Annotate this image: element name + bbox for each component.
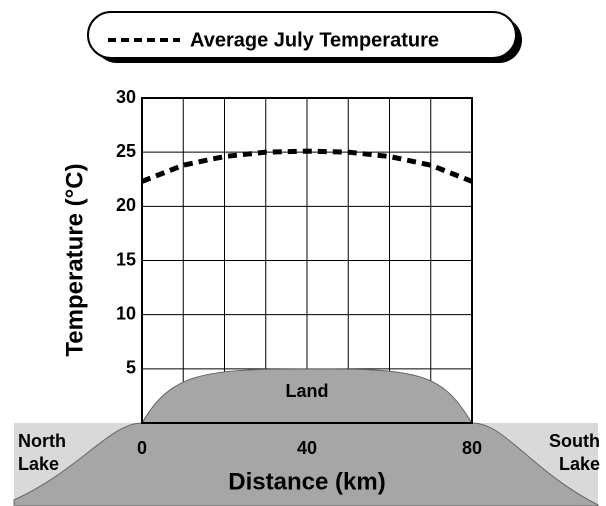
y-tick-label: 20 <box>116 195 136 215</box>
south-lake-label-1: South <box>549 431 600 451</box>
north-lake-label-2: Lake <box>18 454 59 474</box>
x-tick-label: 80 <box>462 438 482 458</box>
chart: Land North Lake South Lake Distance (km)… <box>0 0 606 506</box>
y-tick-label: 25 <box>116 141 136 161</box>
y-axis-label: Temperature (°C) <box>61 163 88 356</box>
y-tick-label: 10 <box>116 303 136 323</box>
y-tick-label: 30 <box>116 87 136 107</box>
y-tick-label: 15 <box>116 249 136 269</box>
legend-label: Average July Temperature <box>190 29 439 51</box>
page: {"chart_data": {"type": "line", "x": [0,… <box>0 0 606 506</box>
south-lake-label-2: Lake <box>559 454 600 474</box>
y-tick-label: 5 <box>126 358 136 378</box>
x-tick-label: 0 <box>137 438 147 458</box>
north-lake-label-1: North <box>18 431 66 451</box>
land-label: Land <box>286 381 329 401</box>
x-axis-label: Distance (km) <box>228 468 385 495</box>
x-tick-label: 40 <box>297 438 317 458</box>
